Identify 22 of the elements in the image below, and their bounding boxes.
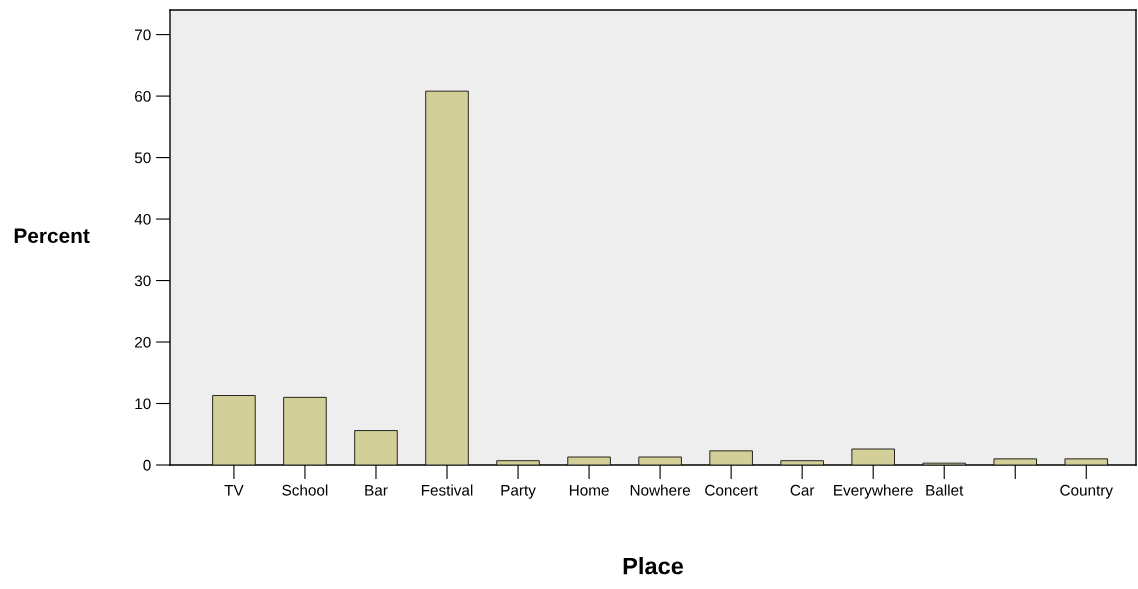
x-tick-label: Festival bbox=[421, 484, 473, 496]
x-axis-title: Place bbox=[623, 557, 684, 575]
x-tick-label: Car bbox=[790, 484, 815, 496]
x-tick-label: School bbox=[282, 484, 328, 496]
x-tick-label: Ballet bbox=[926, 484, 964, 496]
y-tick-label: 30 bbox=[134, 275, 151, 287]
x-tick-label: Bar bbox=[365, 485, 388, 496]
x-tick-label: Home bbox=[569, 485, 609, 496]
x-tick-label: Concert bbox=[705, 484, 758, 496]
y-axis-title: Percent bbox=[14, 228, 90, 244]
x-tick-label: Everywhere bbox=[834, 484, 913, 499]
y-tick-label: 10 bbox=[135, 398, 151, 410]
y-tick-label: 60 bbox=[135, 90, 151, 102]
x-tick-label: Country bbox=[1060, 484, 1113, 499]
x-tick-label: Nowhere bbox=[630, 484, 690, 496]
y-tick-label: 70 bbox=[135, 29, 151, 41]
y-tick-label: 0 bbox=[143, 459, 151, 471]
x-tick-label: Party bbox=[501, 485, 536, 499]
x-tick-label: TV bbox=[224, 485, 244, 496]
y-tick-label: 50 bbox=[134, 152, 151, 164]
y-tick-label: 20 bbox=[135, 336, 151, 348]
y-tick-label: 40 bbox=[134, 213, 151, 225]
